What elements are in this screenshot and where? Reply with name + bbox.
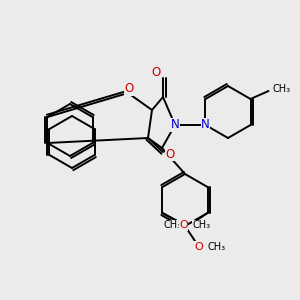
Text: CH₃: CH₃ <box>272 84 291 94</box>
Text: CH₃: CH₃ <box>164 220 181 230</box>
Text: O: O <box>165 148 175 160</box>
Text: O: O <box>152 67 160 80</box>
Text: O: O <box>177 220 186 230</box>
Text: O: O <box>179 220 188 230</box>
Text: N: N <box>171 118 179 131</box>
Text: CH₃: CH₃ <box>193 220 211 230</box>
Text: CH₃: CH₃ <box>208 242 226 252</box>
Text: N: N <box>201 118 210 131</box>
Text: O: O <box>195 242 203 252</box>
Text: O: O <box>124 82 134 95</box>
